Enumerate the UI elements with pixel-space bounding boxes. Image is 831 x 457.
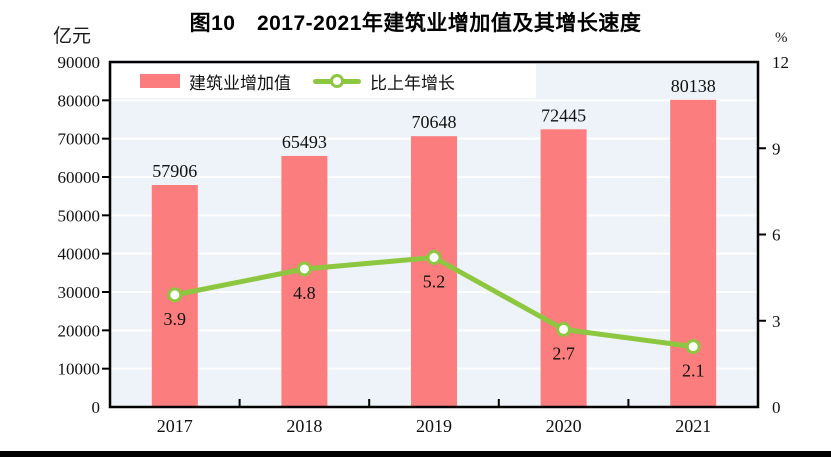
growth-marker-2020 (556, 321, 572, 337)
growth-marker-2021 (685, 339, 701, 355)
bar-value-label-2017: 57906 (152, 161, 197, 181)
y-left-tick-label-20000: 20000 (58, 321, 101, 340)
x-tick-label-2017: 2017 (157, 416, 193, 436)
growth-value-label-2018: 4.8 (293, 283, 316, 303)
bar-2020 (540, 129, 587, 407)
y-left-tick-label-80000: 80000 (58, 91, 101, 110)
bar-value-label-2021: 80138 (671, 76, 716, 96)
legend-line-marker-icon (330, 74, 344, 88)
x-tick-label-2020: 2020 (546, 416, 582, 436)
legend-bar-swatch (140, 74, 180, 88)
growth-value-label-2020: 2.7 (552, 343, 575, 363)
right-axis-unit: % (775, 30, 788, 46)
growth-value-label-2021: 2.1 (682, 361, 705, 381)
y-left-tick-label-30000: 30000 (58, 283, 101, 302)
y-left-tick-label-50000: 50000 (58, 206, 101, 225)
x-tick-label-2021: 2021 (675, 416, 711, 436)
bar-value-label-2019: 70648 (412, 112, 457, 132)
growth-value-label-2017: 3.9 (164, 309, 187, 329)
y-right-tick-label-0: 0 (772, 398, 781, 417)
growth-marker-2018 (296, 261, 312, 277)
y-left-tick-label-90000: 90000 (58, 53, 101, 72)
bar-value-label-2018: 65493 (282, 132, 327, 152)
y-right-tick-label-9: 9 (772, 139, 781, 158)
bar-2019 (411, 136, 457, 407)
growth-value-label-2019: 5.2 (423, 272, 446, 292)
legend-line-label: 比上年增长 (370, 73, 455, 93)
bar-value-label-2020: 72445 (541, 105, 586, 125)
bar-2018 (281, 155, 328, 407)
legend-bar-label: 建筑业增加值 (189, 73, 291, 93)
y-right-tick-label-6: 6 (772, 226, 781, 245)
legend-line-swatch (313, 74, 361, 88)
y-left-tick-label-40000: 40000 (58, 245, 101, 264)
bar-2021 (670, 99, 717, 408)
legend: 建筑业增加值 比上年增长 (112, 64, 536, 98)
x-tick-label-2019: 2019 (416, 416, 452, 436)
left-axis-unit: 亿元 (53, 26, 92, 47)
x-tick-label-2018: 2018 (286, 416, 322, 436)
y-right-tick-label-3: 3 (772, 312, 781, 331)
y-left-tick-label-60000: 60000 (58, 168, 101, 187)
y-left-tick-label-10000: 10000 (58, 360, 101, 379)
chart-title: 图10 2017-2021年建筑业增加值及其增长速度 (189, 12, 642, 35)
bottom-divider (0, 451, 831, 457)
y-left-tick-label-70000: 70000 (58, 130, 101, 149)
y-right-tick-label-12: 12 (772, 53, 789, 72)
growth-marker-2019 (426, 250, 442, 265)
growth-marker-2017 (167, 287, 183, 303)
y-left-tick-label-0: 0 (92, 398, 101, 417)
